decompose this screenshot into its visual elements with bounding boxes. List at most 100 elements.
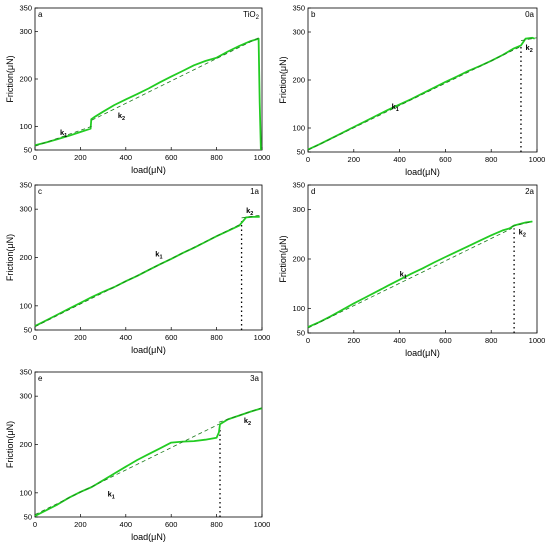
sample-label-subscript: 2 [256,15,260,21]
x-tick-label: 600 [165,153,178,162]
friction-series-line [307,36,536,151]
slope-label-subscript: 1 [404,274,407,280]
slope-label: k1 [108,490,115,501]
y-tick-label: 100 [292,304,305,313]
slope-label-subscript: 2 [248,421,251,427]
panel-letter: e [38,374,43,383]
slope-label: k2 [246,206,253,217]
slope-label-text: k [155,250,160,259]
y-tick-label: 300 [19,27,32,36]
friction-series-line [34,37,262,151]
linear-fit-line [218,407,263,423]
x-tick-label: 0 [306,336,310,345]
slope-label-text: k [108,490,113,499]
slope-label: k2 [526,43,533,54]
slope-label-subscript: 1 [159,255,162,261]
sample-label-text: 2a [525,187,534,196]
y-tick-label: 50 [24,513,32,522]
sample-label: TiO2 [243,10,260,21]
y-tick-label: 50 [297,148,305,157]
y-tick-label: 200 [19,75,32,84]
y-axis-title: Friction(μN) [5,421,15,468]
x-tick-label: 400 [120,333,133,342]
y-tick-label: 50 [24,326,32,335]
y-axis-title: Friction(μN) [278,56,288,103]
x-axis-title: load(μN) [405,167,440,177]
y-tick-label: 350 [19,181,32,190]
friction-series-line [307,220,533,328]
linear-fit-line [34,223,242,327]
sample-label: 0a [525,10,534,19]
x-axis-title: load(μN) [131,345,166,355]
x-tick-label: 400 [120,153,133,162]
y-tick-label: 100 [19,122,32,131]
x-tick-label: 800 [485,155,498,164]
x-tick-label: 600 [439,336,452,345]
x-tick-label: 200 [74,333,87,342]
slope-label-subscript: 2 [250,211,253,217]
slope-label: k1 [155,250,162,261]
slope-label-text: k [118,111,123,120]
y-tick-label: 200 [19,253,32,262]
x-tick-label: 600 [165,520,178,529]
sample-label-text: 3a [250,374,259,383]
slope-label-subscript: 1 [64,133,67,139]
linear-fit-line [307,46,522,151]
friction-series-line [34,407,263,517]
x-tick-label: 1000 [529,155,546,164]
slope-label-text: k [60,128,65,137]
y-tick-label: 300 [19,205,32,214]
slope-label-subscript: 2 [523,232,526,238]
x-tick-label: 0 [33,333,37,342]
panel-letter: c [38,187,42,196]
slope-label: k2 [244,416,251,427]
y-tick-label: 300 [292,28,305,37]
slope-label-subscript: 2 [122,116,125,122]
y-tick-label: 300 [19,392,32,401]
y-tick-label: 200 [292,255,305,264]
slope-label-text: k [400,269,405,278]
y-tick-label: 100 [292,124,305,133]
y-tick-label: 350 [19,4,32,13]
y-tick-label: 200 [19,440,32,449]
y-tick-label: 100 [19,301,32,310]
sample-label: 3a [250,374,259,383]
slope-label: k1 [60,128,67,139]
y-tick-label: 200 [292,76,305,85]
panel-a: 0 200 400 600 800 1000 50 100 200 300 350 load(μN) F… [5,4,270,176]
plot-frame [307,7,538,153]
panel-letter: a [38,10,43,19]
plot-frame [34,7,263,151]
panel-c: 0 200 400 600 800 1000 50 100 200 300 350 load(μN) F… [5,181,270,356]
x-tick-label: 0 [306,155,310,164]
slope-label: k1 [392,102,399,113]
slope-label: k2 [519,227,526,238]
linear-fit-line [241,214,263,219]
panel-letter: b [311,10,316,19]
x-axis-title: load(μN) [131,165,166,175]
x-tick-label: 800 [210,520,223,529]
panel-d: 0 200 400 600 800 1000 50 100 200 300 350 load(μN) F… [278,181,545,359]
slope-label-text: k [244,416,249,425]
slope-label-subscript: 1 [112,495,115,501]
y-tick-label: 50 [297,329,305,338]
x-tick-label: 1000 [254,520,271,529]
slope-label-text: k [519,227,524,236]
slope-label-text: k [246,206,251,215]
y-tick-label: 350 [292,181,305,190]
x-tick-label: 0 [33,153,37,162]
x-tick-label: 600 [165,333,178,342]
x-tick-label: 1000 [254,333,271,342]
slope-label-text: k [392,102,397,111]
x-tick-label: 200 [74,520,87,529]
panel-b: 0 200 400 600 800 1000 50 100 200 300 350 load(μN) F… [278,4,545,178]
y-tick-label: 50 [24,146,32,155]
x-tick-label: 200 [348,336,361,345]
panel-e: 0 200 400 600 800 1000 50 100 200 300 350 load(μN) F… [5,368,270,543]
linear-fit-line [91,37,259,121]
x-tick-label: 400 [393,336,406,345]
linear-fit-line [34,423,220,515]
slope-label-subscript: 2 [530,48,533,54]
x-axis-title: load(μN) [405,348,440,358]
